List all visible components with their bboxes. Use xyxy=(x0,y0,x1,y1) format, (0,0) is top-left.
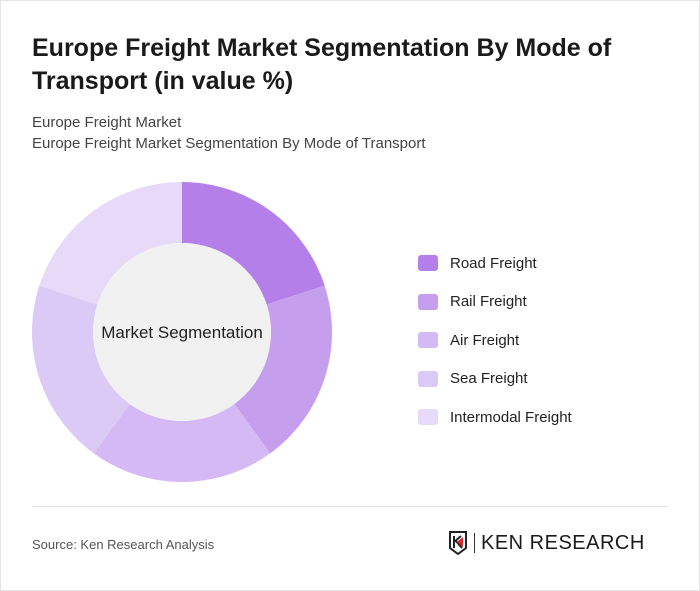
legend-label: Road Freight xyxy=(450,254,537,272)
logo-text: KEN RESEARCH xyxy=(474,533,645,553)
legend-swatch xyxy=(418,255,438,272)
legend-item: Rail Freight xyxy=(418,283,572,322)
legend-item: Road Freight xyxy=(418,244,572,283)
donut-slice-rail-freight xyxy=(234,285,332,454)
legend-swatch xyxy=(418,293,438,310)
legend-item: Air Freight xyxy=(418,321,572,360)
donut-chart: Market Segmentation xyxy=(32,182,332,482)
donut-slice-road-freight xyxy=(182,182,325,305)
chart-title: Europe Freight Market Segmentation By Mo… xyxy=(32,34,612,95)
legend-swatch xyxy=(418,370,438,387)
source-note: Source: Ken Research Analysis xyxy=(32,537,215,552)
donut-slice-sea-freight xyxy=(32,285,130,454)
donut-slice-air-freight xyxy=(93,404,271,482)
legend-label: Sea Freight xyxy=(450,370,528,388)
legend-label: Rail Freight xyxy=(450,293,527,311)
ken-research-logo: KEN RESEARCH xyxy=(448,531,645,555)
ken-research-logo-icon xyxy=(449,531,467,555)
legend-swatch xyxy=(418,409,438,426)
chart-subtitle-market: Europe Freight Market xyxy=(32,114,182,131)
legend-label: Intermodal Freight xyxy=(450,408,572,426)
legend-label: Air Freight xyxy=(450,331,520,349)
chart-subtitle-segmentation: Europe Freight Market Segmentation By Mo… xyxy=(32,135,426,152)
donut-slice-intermodal-freight xyxy=(39,182,182,305)
legend-swatch xyxy=(418,332,438,349)
chart-legend: Road Freight Rail Freight Air Freight Sea F… xyxy=(418,244,572,437)
divider xyxy=(32,506,668,507)
legend-item: Intermodal Freight xyxy=(418,398,572,437)
donut-center-label: Market Segmentation xyxy=(101,323,263,342)
legend-item: Sea Freight xyxy=(418,360,572,399)
donut-center xyxy=(93,243,271,421)
